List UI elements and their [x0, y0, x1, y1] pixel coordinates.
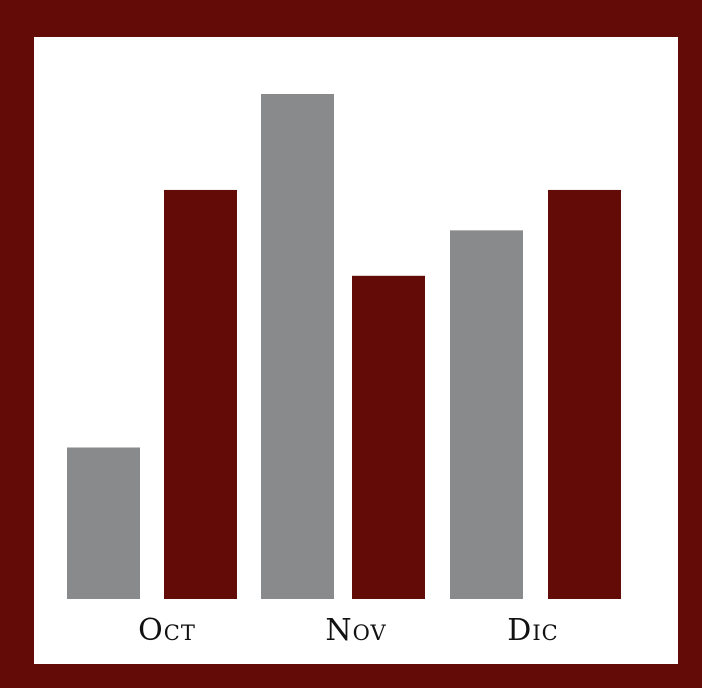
category-labels: Oct Nov Dic: [138, 613, 558, 648]
category-label-dic: Dic: [507, 613, 558, 648]
category-label-oct: Oct: [138, 613, 196, 648]
bar-nov-series-1: [261, 94, 334, 599]
bar-dic-series-1: [450, 230, 523, 599]
bar-oct-series-2: [164, 189, 237, 599]
bar-dic-series-2: [548, 189, 621, 599]
bar-oct-series-1: [67, 447, 140, 599]
bar-nov-series-2: [352, 275, 425, 599]
category-label-nov: Nov: [325, 613, 386, 648]
bars-group: [67, 94, 621, 599]
